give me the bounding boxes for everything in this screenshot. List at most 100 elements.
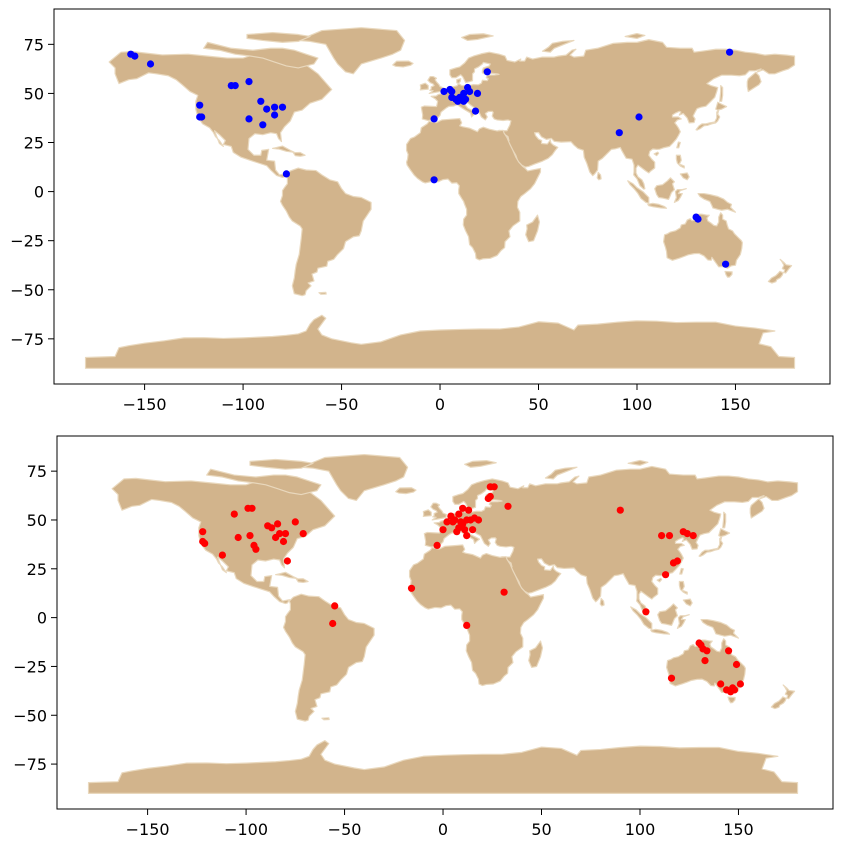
data-point xyxy=(665,532,674,540)
top-map-x-ticks: −150 −100 −50 0 50 100 150 xyxy=(123,384,751,414)
data-point xyxy=(736,680,745,688)
data-point xyxy=(463,532,471,540)
bottom-map-axes: −150 −100 −50 0 50 100 150 75 50 25 0 −25 −50 −75 xyxy=(13,435,834,839)
x-tick-label: 50 xyxy=(528,395,548,414)
top-map-y-ticks: 75 50 25 0 −25 −50 −75 xyxy=(10,35,54,349)
y-tick-label: 25 xyxy=(27,560,47,579)
data-point xyxy=(271,111,279,119)
data-point xyxy=(291,518,299,526)
top-map-points xyxy=(127,48,734,268)
data-point xyxy=(281,530,290,538)
x-tick-label: −150 xyxy=(123,395,167,414)
data-point xyxy=(201,539,209,548)
data-point xyxy=(726,48,734,56)
data-point xyxy=(198,113,206,121)
x-tick-label: −100 xyxy=(221,395,265,414)
data-point xyxy=(268,524,276,532)
data-point xyxy=(471,107,480,115)
data-point xyxy=(443,518,451,526)
data-point xyxy=(474,516,483,524)
data-point xyxy=(299,530,307,538)
x-tick-label: 0 xyxy=(438,820,448,839)
data-point xyxy=(282,170,290,178)
data-point xyxy=(722,260,730,268)
y-tick-label: 25 xyxy=(24,134,44,153)
data-point xyxy=(283,557,291,565)
data-point xyxy=(490,483,498,491)
data-point xyxy=(667,674,676,682)
data-point xyxy=(248,504,256,512)
data-point xyxy=(278,103,287,111)
data-point xyxy=(455,510,463,518)
y-tick-label: −25 xyxy=(13,657,47,676)
data-point xyxy=(642,608,650,616)
bottom-map-land xyxy=(87,453,799,794)
bottom-map-points xyxy=(199,483,745,696)
data-point xyxy=(448,87,456,96)
data-point xyxy=(460,89,468,97)
data-point xyxy=(230,510,238,518)
x-tick-label: 100 xyxy=(625,820,656,839)
data-point xyxy=(462,95,470,103)
data-point xyxy=(673,557,682,565)
data-point xyxy=(430,115,438,123)
bottom-map-y-ticks: 75 50 25 0 −25 −50 −75 xyxy=(13,462,57,774)
top-map-land xyxy=(84,27,796,369)
x-tick-label: 150 xyxy=(720,395,751,414)
data-point xyxy=(234,533,242,542)
data-point xyxy=(274,520,282,528)
data-point xyxy=(703,647,711,655)
data-point xyxy=(451,516,459,524)
bottom-map-world-land xyxy=(87,453,799,794)
data-point xyxy=(461,526,469,534)
data-point xyxy=(504,502,512,510)
data-point xyxy=(725,647,733,655)
x-tick-label: −150 xyxy=(126,820,170,839)
y-tick-label: 50 xyxy=(24,84,44,103)
data-point xyxy=(486,492,494,501)
x-tick-label: −50 xyxy=(325,395,359,414)
top-map-frame xyxy=(53,8,831,385)
top-map-world-land xyxy=(84,27,796,369)
data-point xyxy=(276,530,284,538)
data-point xyxy=(329,619,337,628)
data-point xyxy=(732,660,741,669)
data-point xyxy=(689,532,697,540)
data-point xyxy=(439,526,447,534)
y-tick-label: 50 xyxy=(27,511,47,530)
data-point xyxy=(683,530,691,538)
data-point xyxy=(433,541,441,550)
x-tick-label: −50 xyxy=(328,820,362,839)
data-point xyxy=(279,537,288,546)
data-point xyxy=(146,60,155,68)
data-point xyxy=(245,115,253,123)
data-point xyxy=(615,129,623,137)
bottom-map-x-ticks: −150 −100 −50 0 50 100 150 xyxy=(126,809,754,839)
data-point xyxy=(466,87,474,96)
data-point xyxy=(131,52,139,60)
y-tick-label: 0 xyxy=(34,183,44,202)
y-tick-label: 75 xyxy=(24,35,44,54)
data-point xyxy=(463,621,471,630)
data-point xyxy=(245,78,253,86)
data-point xyxy=(252,545,260,553)
y-tick-label: 75 xyxy=(27,462,47,481)
data-point xyxy=(635,113,643,121)
x-tick-label: 0 xyxy=(435,395,445,414)
data-point xyxy=(331,602,339,610)
y-tick-label: 0 xyxy=(37,609,47,628)
data-point xyxy=(662,571,670,579)
data-point xyxy=(259,121,267,129)
data-point xyxy=(616,506,624,514)
data-point xyxy=(231,82,239,90)
data-point xyxy=(500,588,508,596)
data-point xyxy=(271,103,279,111)
data-point xyxy=(199,528,207,536)
bottom-map-frame xyxy=(56,435,834,810)
data-point xyxy=(440,87,448,96)
data-point xyxy=(730,686,739,694)
data-point xyxy=(257,97,265,105)
y-tick-label: −50 xyxy=(13,706,47,725)
data-point xyxy=(469,526,477,534)
